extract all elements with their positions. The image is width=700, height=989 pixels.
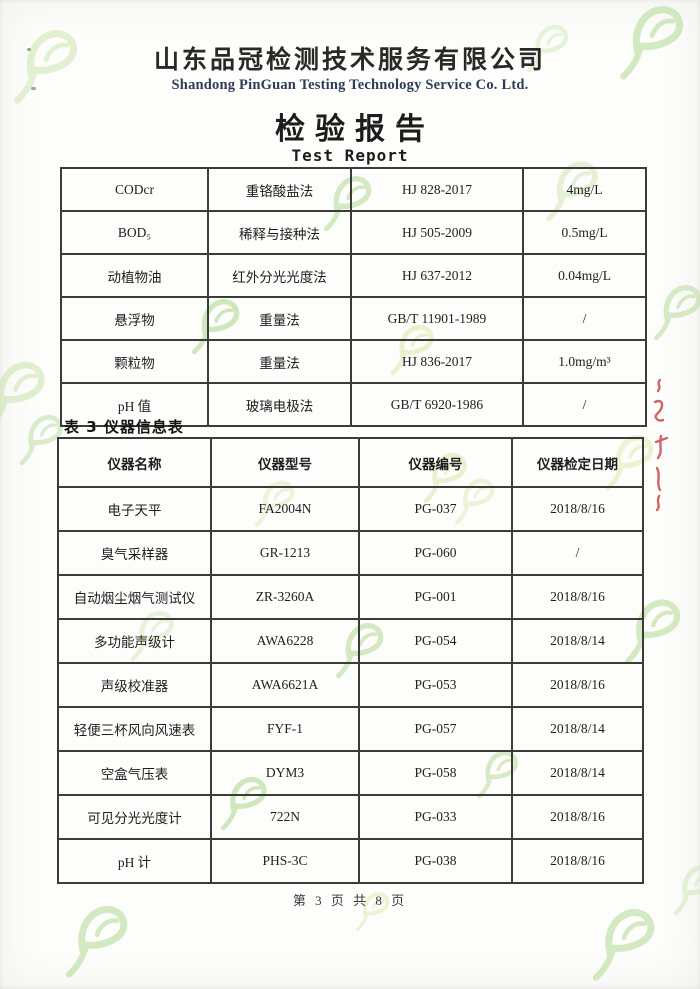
watermark-leaf-logo	[585, 905, 663, 983]
param-name: CODcr	[60, 167, 209, 212]
param-name: 颗粒物	[60, 339, 209, 384]
column-header-model: 仪器型号	[210, 437, 360, 488]
calibration-date: 2018/8/14	[511, 706, 644, 752]
table-row: 颗粒物 重量法 HJ 836-2017 1.0mg/m³	[60, 339, 647, 384]
instrument-model: 722N	[210, 794, 360, 840]
scan-speck	[27, 48, 31, 51]
instrument-name: 轻便三杯风向风速表	[57, 706, 212, 752]
red-ink-marks	[653, 378, 669, 512]
table-row: 悬浮物 重量法 GB/T 11901-1989 /	[60, 296, 647, 341]
instrument-name: 自动烟尘烟气测试仪	[57, 574, 212, 620]
instrument-model: ZR-3260A	[210, 574, 360, 620]
table-row: 臭气采样器 GR-1213 PG-060 /	[57, 530, 644, 576]
calibration-date: 2018/8/16	[511, 838, 644, 884]
column-header-instrument-name: 仪器名称	[57, 437, 212, 488]
instrument-model: AWA6621A	[210, 662, 360, 708]
calibration-date: 2018/8/16	[511, 574, 644, 620]
instrument-info-table: 仪器名称 仪器型号 仪器编号 仪器检定日期 电子天平 FA2004N PG-03…	[57, 437, 644, 884]
table-row: pH 计 PHS-3C PG-038 2018/8/16	[57, 838, 644, 884]
test-method-table: CODcr 重铬酸盐法 HJ 828-2017 4mg/L BOD₅ 稀释与接种…	[60, 167, 647, 427]
detection-limit: 0.5mg/L	[522, 210, 647, 255]
instrument-serial: PG-060	[358, 530, 513, 576]
instrument-serial: PG-001	[358, 574, 513, 620]
table-row: CODcr 重铬酸盐法 HJ 828-2017 4mg/L	[60, 167, 647, 212]
instrument-name: 可见分光光度计	[57, 794, 212, 840]
table-row: 可见分光光度计 722N PG-033 2018/8/16	[57, 794, 644, 840]
analysis-method: 重量法	[207, 296, 352, 341]
instrument-model: GR-1213	[210, 530, 360, 576]
instrument-serial: PG-057	[358, 706, 513, 752]
report-title-english: Test Report	[291, 146, 409, 165]
instrument-name: pH 计	[57, 838, 212, 884]
report-title: 检验报告	[275, 112, 435, 147]
instrument-name: 电子天平	[57, 486, 212, 532]
table-row: 轻便三杯风向风速表 FYF-1 PG-057 2018/8/14	[57, 706, 644, 752]
instrument-model: AWA6228	[210, 618, 360, 664]
table-row: pH 值 玻璃电极法 GB/T 6920-1986 /	[60, 382, 647, 427]
standard-code: GB/T 11901-1989	[350, 296, 524, 341]
table-header-row: 仪器名称 仪器型号 仪器编号 仪器检定日期	[57, 437, 644, 488]
table-row: 声级校准器 AWA6621A PG-053 2018/8/16	[57, 662, 644, 708]
param-name: BOD₅	[60, 210, 209, 255]
column-header-serial: 仪器编号	[358, 437, 513, 488]
instrument-serial: PG-033	[358, 794, 513, 840]
detection-limit: /	[522, 382, 647, 427]
detection-limit: 1.0mg/m³	[522, 339, 647, 384]
instrument-name: 多功能声级计	[57, 618, 212, 664]
scan-speck	[31, 87, 36, 90]
instrument-model: FA2004N	[210, 486, 360, 532]
instrument-serial: PG-038	[358, 838, 513, 884]
calibration-date: 2018/8/14	[511, 750, 644, 796]
analysis-method: 重量法	[207, 339, 352, 384]
calibration-date: 2018/8/14	[511, 618, 644, 664]
standard-code: HJ 828-2017	[350, 167, 524, 212]
param-name: 悬浮物	[60, 296, 209, 341]
company-name: 山东品冠检测技术服务有限公司	[153, 45, 546, 74]
analysis-method: 红外分光光度法	[207, 253, 352, 298]
instrument-name: 声级校准器	[57, 662, 212, 708]
instrument-model: PHS-3C	[210, 838, 360, 884]
instrument-serial: PG-054	[358, 618, 513, 664]
page-indicator: 第 3 页 共 8 页	[292, 893, 408, 908]
detection-limit: /	[522, 296, 647, 341]
table-row: BOD₅ 稀释与接种法 HJ 505-2009 0.5mg/L	[60, 210, 647, 255]
detection-limit: 0.04mg/L	[522, 253, 647, 298]
calibration-date: 2018/8/16	[511, 486, 644, 532]
instrument-table-caption: 表 3 仪器信息表	[64, 418, 184, 436]
standard-code: HJ 505-2009	[350, 210, 524, 255]
table-row: 电子天平 FA2004N PG-037 2018/8/16	[57, 486, 644, 532]
param-name: 动植物油	[60, 253, 209, 298]
table-row: 动植物油 红外分光光度法 HJ 637-2012 0.04mg/L	[60, 253, 647, 298]
analysis-method: 重铬酸盐法	[207, 167, 352, 212]
watermark-leaf-logo	[648, 282, 700, 342]
watermark-leaf-logo	[58, 902, 136, 980]
company-name-english: Shandong PinGuan Testing Technology Serv…	[171, 77, 529, 93]
instrument-serial: PG-053	[358, 662, 513, 708]
calibration-date: /	[511, 530, 644, 576]
instrument-name: 空盒气压表	[57, 750, 212, 796]
calibration-date: 2018/8/16	[511, 794, 644, 840]
instrument-model: DYM3	[210, 750, 360, 796]
instrument-model: FYF-1	[210, 706, 360, 752]
detection-limit: 4mg/L	[522, 167, 647, 212]
watermark-leaf-logo	[0, 358, 53, 433]
param-name: pH 值	[60, 382, 209, 427]
standard-code: HJ 836-2017	[350, 339, 524, 384]
table-row: 多功能声级计 AWA6228 PG-054 2018/8/14	[57, 618, 644, 664]
instrument-name: 臭气采样器	[57, 530, 212, 576]
analysis-method: 稀释与接种法	[207, 210, 352, 255]
table-row: 空盒气压表 DYM3 PG-058 2018/8/14	[57, 750, 644, 796]
standard-code: HJ 637-2012	[350, 253, 524, 298]
column-header-calibration-date: 仪器检定日期	[511, 437, 644, 488]
analysis-method: 玻璃电极法	[207, 382, 352, 427]
standard-code: GB/T 6920-1986	[350, 382, 524, 427]
instrument-serial: PG-037	[358, 486, 513, 532]
instrument-serial: PG-058	[358, 750, 513, 796]
calibration-date: 2018/8/16	[511, 662, 644, 708]
table-row: 自动烟尘烟气测试仪 ZR-3260A PG-001 2018/8/16	[57, 574, 644, 620]
